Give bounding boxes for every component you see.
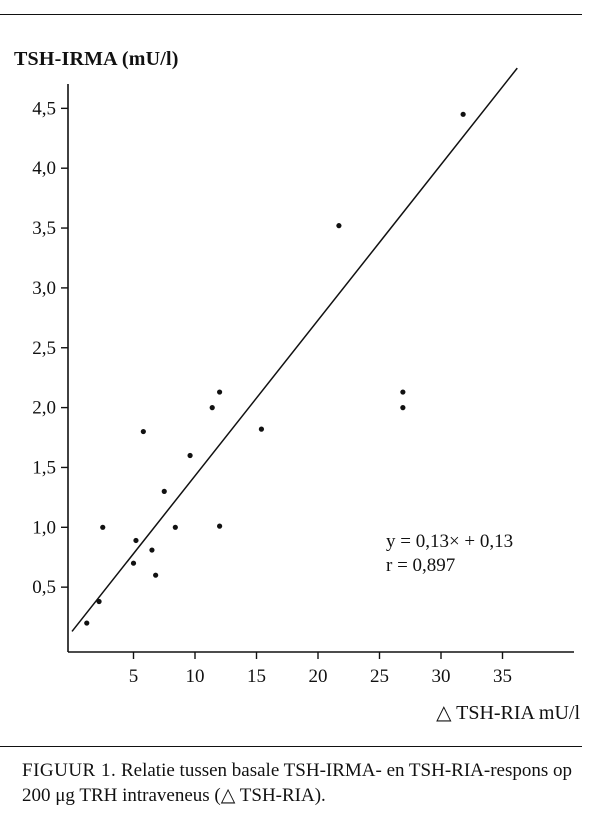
data-point: [133, 537, 139, 544]
y-tick-label: 2,5: [32, 338, 56, 359]
data-point: [84, 620, 90, 626]
ticks: 0,5 1,0 1,5 2,0 2,5 3,0 3,5 4,0 4,5 5 10 15 20 25 30 35: [32, 98, 512, 687]
data-point: [100, 524, 106, 530]
regression-equation: y = 0,13× + 0,13: [386, 531, 513, 552]
data-point: [400, 405, 406, 411]
scatter-chart: 0,5 1,0 1,5 2,0 2,5 3,0 3,5 4,0 4,5 5 10 15 20 25 30 35…: [32, 67, 574, 687]
data-point: [209, 405, 215, 411]
y-tick-label: 1,5: [32, 457, 56, 478]
correlation-coefficient: r = 0,897: [386, 555, 455, 576]
y-tick-label: 2,0: [32, 398, 56, 419]
y-tick-label: 4,5: [32, 98, 56, 119]
y-axis-label: TSH-IRMA (mU/l): [14, 48, 179, 70]
x-tick-label: 35: [493, 666, 512, 687]
top-rule: [0, 14, 582, 15]
data-point: [96, 598, 102, 605]
caption-text: Relatie tussen basale TSH-IRMA- en TSH-R…: [22, 760, 572, 806]
data-point: [258, 426, 265, 432]
data-point: [130, 560, 137, 566]
bottom-rule: [0, 746, 582, 747]
data-point: [153, 572, 159, 578]
regression-line-path: [71, 67, 518, 632]
data-points: [84, 111, 466, 626]
x-tick-label: 20: [309, 666, 328, 687]
y-tick-label: 0,5: [32, 577, 56, 598]
regression-line: [71, 67, 518, 632]
y-tick-label: 4,0: [32, 158, 56, 179]
data-point: [172, 524, 178, 530]
annotations: y = 0,13× + 0,13 r = 0,897: [386, 531, 513, 576]
figure-caption: FIGUUR 1. Relatie tussen basale TSH-IRMA…: [22, 758, 582, 808]
data-point: [336, 223, 342, 229]
data-point: [217, 523, 223, 529]
x-tick-label: 25: [370, 666, 389, 687]
x-axis-label: △ TSH-RIA mU/l: [436, 702, 580, 724]
data-point: [400, 389, 406, 395]
data-point: [217, 389, 223, 395]
x-tick-label: 30: [432, 666, 451, 687]
data-point: [161, 488, 167, 494]
x-tick-label: 15: [247, 666, 266, 687]
y-tick-label: 3,5: [32, 218, 56, 239]
data-point: [149, 547, 155, 553]
x-tick-label: 5: [129, 666, 139, 687]
data-point: [187, 452, 193, 459]
axes: [67, 84, 574, 653]
caption-label: FIGUUR 1.: [22, 760, 117, 781]
y-tick-label: 3,0: [32, 278, 56, 299]
x-tick-label: 10: [186, 666, 205, 687]
data-point: [460, 111, 466, 117]
data-point: [140, 428, 146, 435]
y-tick-label: 1,0: [32, 517, 56, 538]
